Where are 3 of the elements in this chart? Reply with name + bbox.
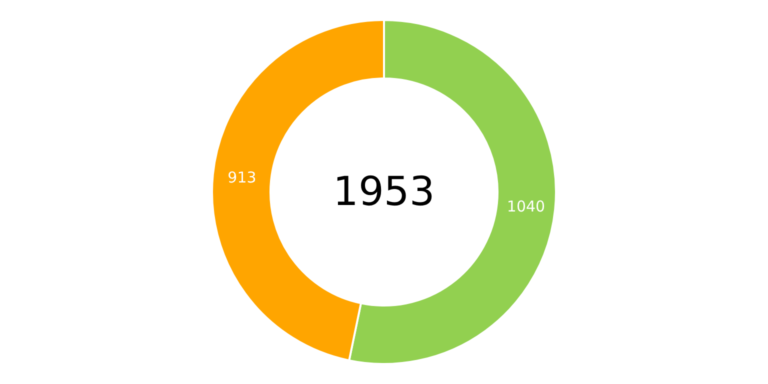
data-label: 1040 (506, 198, 546, 216)
text: 1953 (333, 169, 435, 215)
data-label: 913 (228, 168, 256, 186)
